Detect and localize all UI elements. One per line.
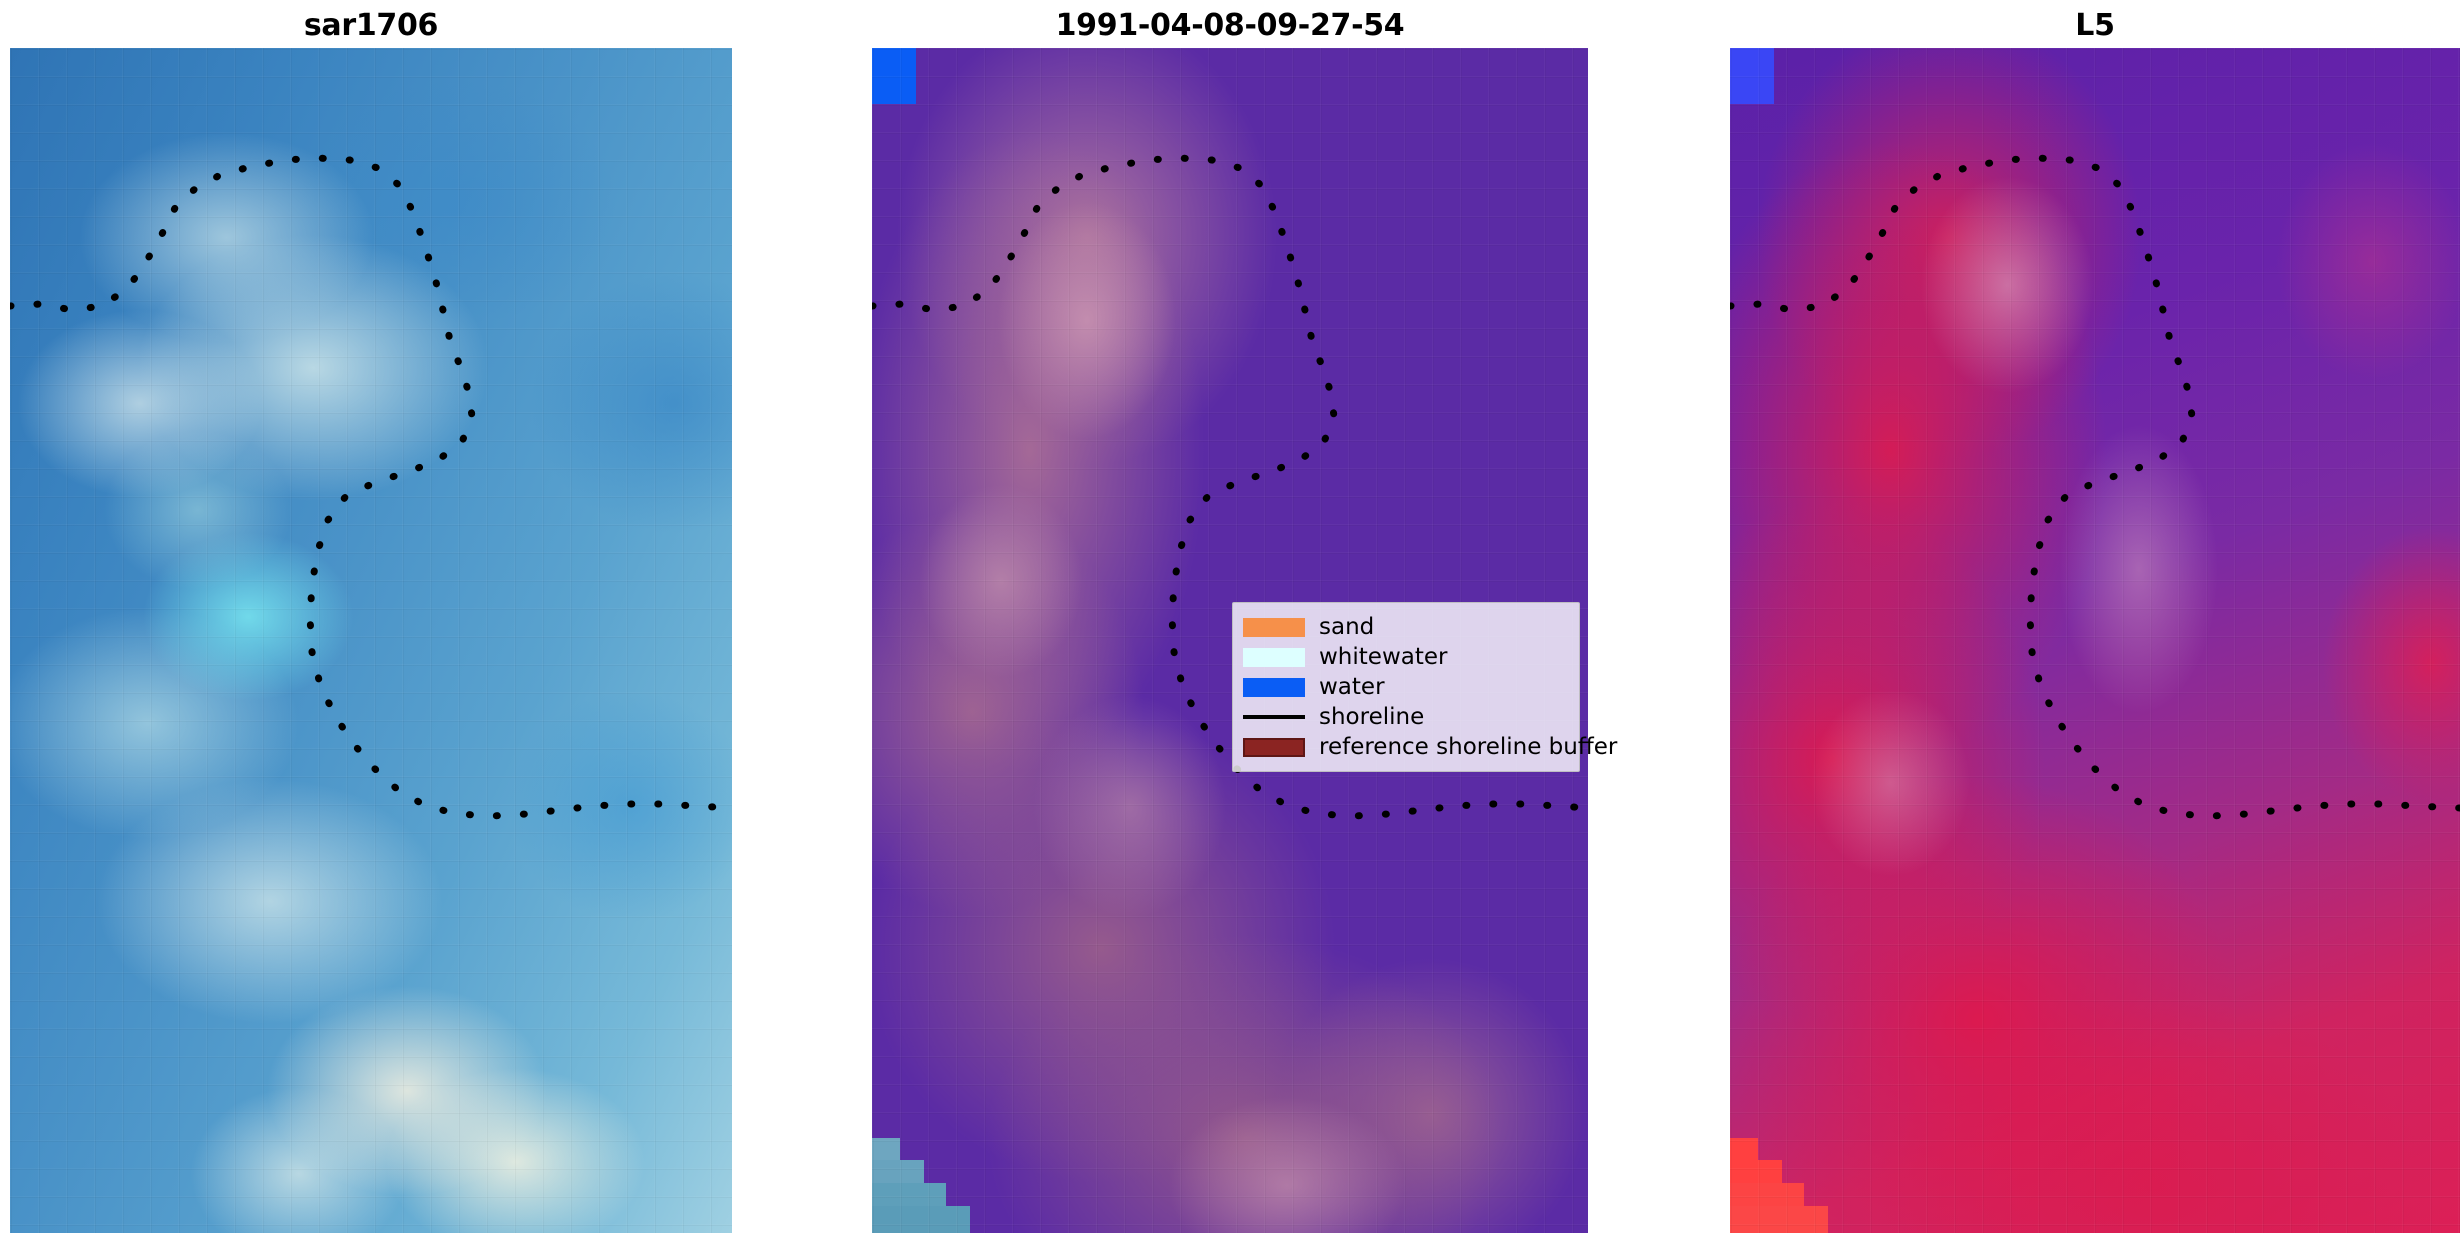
legend-box: sand whitewater water shoreline referenc… [1232, 602, 1617, 772]
shallow-water-block-step-4 [872, 1206, 970, 1233]
panel-image-l5[interactable] [1730, 48, 2460, 1233]
legend-label-whitewater: whitewater [1319, 644, 1448, 670]
panel-title-classified: 1991-04-08-09-27-54 [1055, 8, 1405, 43]
legend-item-sand[interactable]: sand [1243, 612, 1569, 642]
panel-image-sar1706[interactable] [10, 48, 732, 1233]
legend-label-shoreline: shoreline [1319, 704, 1425, 730]
legend-item-water[interactable]: water [1243, 672, 1569, 702]
l5-surf-highlight [1730, 48, 2460, 1233]
sand-class-block-step-4 [1730, 1206, 1828, 1233]
legend-item-reference-shoreline-buffer[interactable]: reference shoreline buffer [1243, 732, 1617, 762]
legend-swatch-reference-shoreline-buffer [1243, 737, 1305, 757]
water-class-block-top-step-l5 [1730, 48, 1756, 68]
legend-swatch-shoreline [1243, 715, 1305, 719]
sar-texture-overlay [10, 48, 732, 1233]
legend-swatch-whitewater [1243, 647, 1305, 667]
water-class-block-top-step [872, 48, 898, 68]
legend-item-shoreline[interactable]: shoreline [1243, 702, 1569, 732]
panel-classified: 1991-04-08-09-27-54 sand [872, 0, 1617, 1245]
panel-sar1706: sar1706 [10, 0, 732, 1245]
legend-label-reference-shoreline-buffer: reference shoreline buffer [1319, 734, 1618, 760]
legend-label-sand: sand [1319, 614, 1375, 640]
panel-title-sar1706: sar1706 [303, 8, 439, 43]
legend-label-water: water [1319, 674, 1385, 700]
legend-swatch-sand [1243, 617, 1305, 637]
panel-l5: L5 [1730, 0, 2460, 1245]
legend-item-whitewater[interactable]: whitewater [1243, 642, 1569, 672]
legend-swatch-water [1243, 677, 1305, 697]
panel-title-l5: L5 [2075, 8, 2115, 43]
